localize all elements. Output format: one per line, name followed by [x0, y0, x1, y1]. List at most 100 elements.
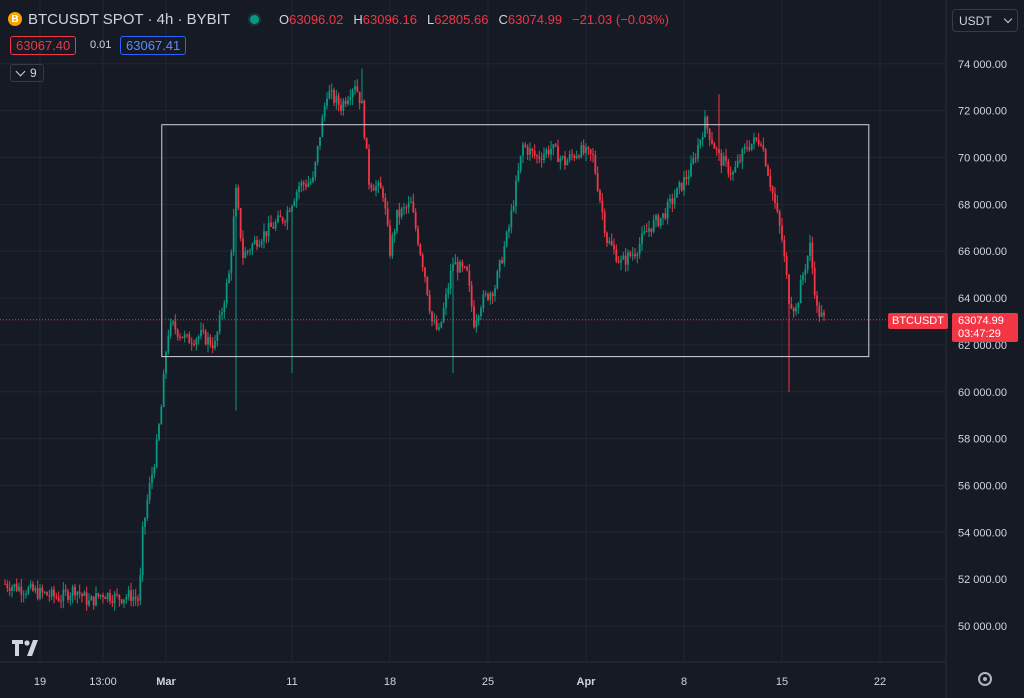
rectangle-drawing [161, 124, 870, 358]
candle-body [146, 499, 149, 518]
candle-body [708, 128, 711, 140]
candle-body [771, 186, 774, 194]
candle-body [251, 243, 254, 251]
candle-body [137, 598, 139, 601]
candle-body [13, 584, 16, 587]
candle-body [249, 250, 251, 252]
candle-body [767, 166, 769, 176]
candle-body [704, 116, 706, 138]
tradingview-logo-icon[interactable] [12, 640, 42, 656]
price-tick-label: 58 000.00 [958, 434, 1007, 446]
candle-body [498, 260, 501, 272]
price-change: −21.03 (−0.03%) [572, 11, 669, 27]
sell-button[interactable]: 63067.40 [10, 36, 77, 55]
candle-body [50, 589, 53, 597]
candle-body [41, 587, 44, 593]
candle-body [132, 596, 135, 601]
price-tick-label: 70 000.00 [958, 153, 1007, 165]
candle-body [781, 225, 783, 240]
time-tick-label: 19 [34, 676, 46, 688]
candle-body [797, 303, 800, 308]
candle-body [4, 583, 6, 585]
settings-gear-icon[interactable] [978, 672, 992, 686]
price-axis: 50 000.00 52 000.00 54 000.00 56 000.00 58 0… [958, 59, 1007, 633]
price-tick-label: 72 000.00 [958, 106, 1007, 118]
candle-body [379, 182, 382, 189]
candle-body [510, 210, 513, 228]
candle-body [461, 261, 464, 267]
candle-body [673, 197, 676, 204]
candle-body [144, 517, 146, 527]
candle-body [279, 215, 282, 218]
candle-body [232, 216, 235, 253]
candle-body [176, 329, 179, 337]
candle-body [484, 293, 487, 295]
symbol-title[interactable]: BTCUSDT SPOT · 4h · BYBIT [28, 10, 230, 28]
candle-body [629, 252, 632, 256]
candle-body [715, 148, 718, 150]
candle-body [169, 323, 172, 336]
candle-body [342, 100, 345, 111]
candle-body [400, 208, 403, 217]
candle-body [333, 90, 335, 103]
candle-body [680, 182, 683, 191]
candle-body [74, 586, 76, 596]
candle-body [106, 593, 109, 600]
candle-body [218, 314, 221, 332]
candle-body [489, 293, 492, 300]
candle-body [8, 588, 11, 592]
candle-body [277, 215, 279, 223]
candle-body [314, 162, 317, 177]
candle-body [792, 308, 795, 312]
candle-body [524, 144, 527, 147]
candle-body [764, 149, 767, 167]
candle-body [274, 222, 277, 229]
candle-body [160, 406, 163, 425]
candle-body [503, 246, 506, 264]
candle-body [554, 144, 557, 147]
candle-body [426, 276, 429, 295]
candle-body [440, 321, 443, 328]
buy-button[interactable]: 63067.41 [120, 36, 187, 55]
candle-body [204, 330, 207, 345]
candle-body [32, 583, 34, 591]
candle-body [477, 315, 480, 321]
candle-body [599, 190, 601, 201]
candle-body [29, 583, 32, 588]
candle-body [244, 251, 247, 259]
candle-body [713, 143, 716, 149]
candle-body [645, 231, 648, 233]
candle-body [755, 137, 758, 140]
candle-body [547, 149, 550, 155]
candle-body [433, 320, 436, 322]
candle-body [88, 600, 90, 606]
candle-body [526, 146, 529, 155]
time-axis: 19 13:00 Mar 11 18 25 Apr 8 15 22 [34, 676, 886, 688]
candle-body [568, 154, 571, 161]
candle-body [580, 145, 583, 158]
candle-body [608, 241, 611, 244]
candle-body [664, 213, 667, 219]
candle-body [669, 198, 671, 202]
candle-body [281, 217, 284, 222]
candle-body [694, 157, 697, 159]
candle-body [172, 321, 174, 324]
candle-body [508, 227, 510, 232]
candle-body [606, 232, 608, 244]
indicators-toggle-button[interactable]: 9 [10, 64, 44, 82]
candle-body [697, 145, 699, 159]
market-open-icon [250, 14, 259, 24]
currency-select[interactable]: USDT [952, 9, 1018, 32]
candle-body [774, 193, 776, 204]
candle-body [449, 271, 452, 289]
candle-body [788, 274, 790, 305]
candle-body [690, 163, 692, 177]
candle-body [123, 599, 125, 603]
price-tick-label: 66 000.00 [958, 246, 1007, 258]
candle-body [162, 373, 165, 407]
candle-body [102, 594, 104, 597]
candle-body [407, 202, 410, 208]
candle-body [209, 337, 212, 345]
candle-body [813, 267, 816, 296]
